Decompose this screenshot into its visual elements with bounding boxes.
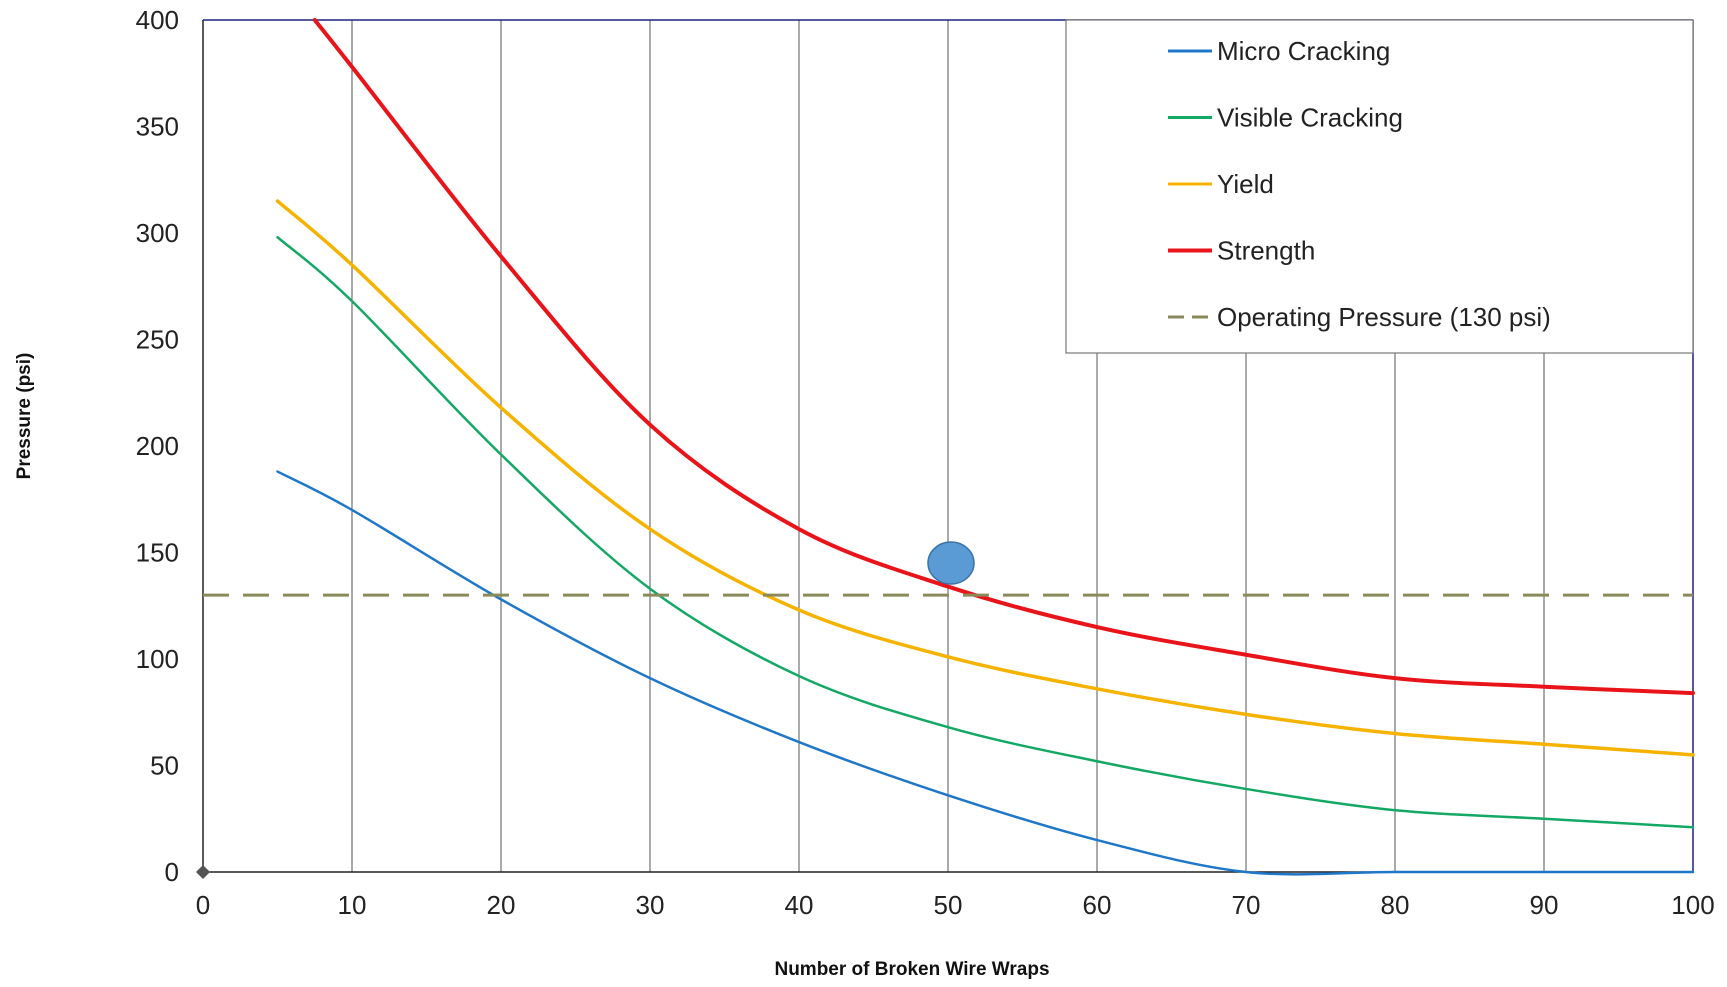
series-line-micro-cracking xyxy=(276,470,1695,876)
legend-label-2: Yield xyxy=(1217,169,1274,199)
y-tick-label-350: 350 xyxy=(136,112,179,142)
y-tick-label-200: 200 xyxy=(136,431,179,461)
y-tick-label-300: 300 xyxy=(136,218,179,248)
x-tick-label-10: 10 xyxy=(338,890,367,920)
x-tick-label-80: 80 xyxy=(1381,890,1410,920)
y-tick-label-50: 50 xyxy=(150,751,179,781)
origin-marker xyxy=(196,865,210,879)
x-axis-label: Number of Broken Wire Wraps xyxy=(774,959,1049,980)
x-tick-label-0: 0 xyxy=(196,890,210,920)
series-line-visible-cracking xyxy=(276,236,1695,829)
y-tick-label-100: 100 xyxy=(136,644,179,674)
y-tick-label-400: 400 xyxy=(136,5,179,35)
highlight-marker xyxy=(927,541,975,585)
y-tick-labels: 0 50 100 150 200 250 300 350 400 xyxy=(136,5,179,887)
x-tick-label-70: 70 xyxy=(1232,890,1261,920)
legend: Micro Cracking Visible Cracking Yield Stren… xyxy=(1065,19,1694,354)
x-tick-label-90: 90 xyxy=(1530,890,1559,920)
legend-label-0: Micro Cracking xyxy=(1217,36,1390,66)
legend-label-4: Operating Pressure (130 psi) xyxy=(1217,302,1551,332)
y-tick-label-150: 150 xyxy=(136,538,179,568)
x-tick-label-40: 40 xyxy=(785,890,814,920)
x-tick-label-100: 100 xyxy=(1671,890,1714,920)
x-tick-labels: 0 10 20 30 40 50 60 70 80 90 100 xyxy=(196,890,1715,920)
y-tick-label-250: 250 xyxy=(136,325,179,355)
legend-box xyxy=(1065,19,1694,354)
y-tick-label-0: 0 xyxy=(165,857,179,887)
legend-label-1: Visible Cracking xyxy=(1217,103,1403,133)
x-tick-label-60: 60 xyxy=(1083,890,1112,920)
annotations xyxy=(927,541,975,585)
x-tick-label-20: 20 xyxy=(487,890,516,920)
legend-label-3: Strength xyxy=(1217,236,1315,266)
series-line-yield xyxy=(275,199,1695,757)
x-tick-label-50: 50 xyxy=(934,890,963,920)
series-line-strength xyxy=(312,18,1695,696)
series-lines xyxy=(203,18,1695,876)
x-tick-label-30: 30 xyxy=(636,890,665,920)
y-axis-label: Pressure (psi) xyxy=(14,353,35,480)
